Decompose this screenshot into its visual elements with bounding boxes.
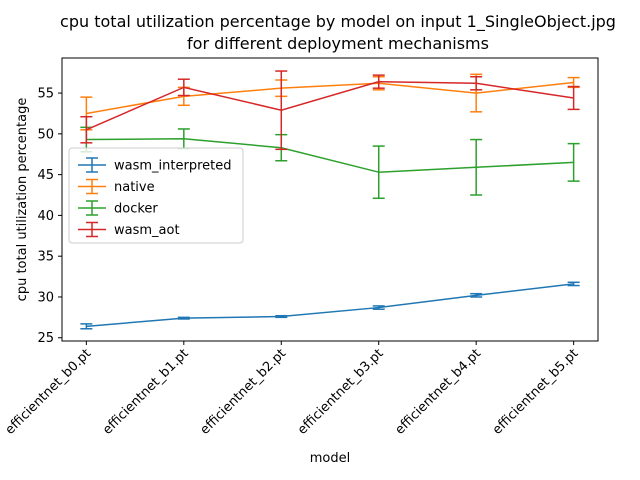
y-tick-label: 30 xyxy=(37,290,54,305)
chart-title-line-1: cpu total utilization percentage by mode… xyxy=(60,12,616,32)
series-wasm_interpreted xyxy=(80,281,580,330)
y-tick-label: 35 xyxy=(37,250,54,265)
series-wasm_aot xyxy=(80,70,580,151)
y-tick-label: 40 xyxy=(37,209,54,224)
series-line-native xyxy=(86,81,574,115)
y-tick-label: 55 xyxy=(37,87,54,102)
series-line-wasm_aot xyxy=(86,80,574,131)
legend-label: wasm_aot xyxy=(114,223,180,238)
y-axis-label: cpu total utilization percentage xyxy=(15,98,30,302)
legend-item-native: native xyxy=(78,178,155,195)
y-tick-label: 50 xyxy=(37,127,54,142)
legend-item-wasm_interpreted: wasm_interpreted xyxy=(78,157,231,174)
chart-title-line-2: for different deployment mechanisms xyxy=(187,34,489,53)
y-axis: 25 30 35 40 45 50 55 xyxy=(37,87,62,346)
legend-label: wasm_interpreted xyxy=(114,159,231,174)
legend-box xyxy=(68,147,244,244)
x-axis-label: model xyxy=(310,451,350,466)
plot-area xyxy=(80,70,580,330)
plot-frame xyxy=(61,57,599,342)
legend-item-docker: docker xyxy=(78,200,158,217)
y-tick-label: 45 xyxy=(37,168,54,183)
legend-label: docker xyxy=(114,202,158,217)
legend-label: native xyxy=(114,180,155,195)
series-line-docker xyxy=(86,137,574,173)
series-line-wasm_interpreted xyxy=(86,283,574,328)
y-tick-label: 25 xyxy=(37,331,54,346)
legend-item-wasm_aot: wasm_aot xyxy=(78,221,180,238)
